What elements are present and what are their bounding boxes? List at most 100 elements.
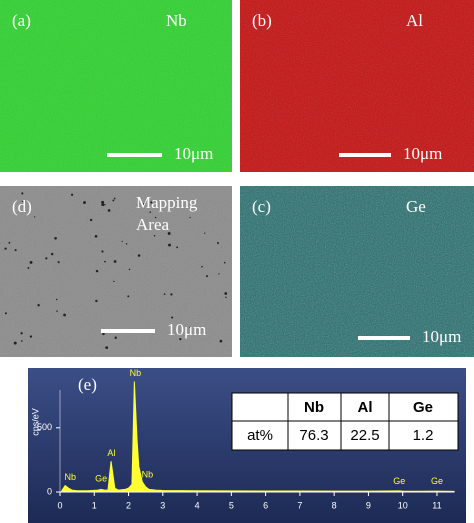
pore <box>112 199 115 202</box>
pore <box>37 304 40 307</box>
element-label: Ge <box>406 197 426 216</box>
scale-bar-label: 10μm <box>422 327 461 346</box>
x-tick-label: 6 <box>263 500 268 510</box>
pore <box>4 247 7 250</box>
pore <box>189 216 191 219</box>
scale-bar-label: 10μm <box>174 144 213 163</box>
x-tick-label: 1 <box>92 500 97 510</box>
pore <box>224 292 228 295</box>
pore <box>121 240 123 242</box>
pore <box>8 241 11 244</box>
pore <box>101 203 105 207</box>
panel-label: (a) <box>12 11 31 30</box>
x-tick-label: 0 <box>57 500 62 510</box>
pore <box>50 252 54 256</box>
pore <box>149 211 152 213</box>
x-tick-label: 3 <box>160 500 165 510</box>
pore <box>21 200 24 202</box>
pore <box>104 204 106 206</box>
panel-label: (c) <box>252 197 271 216</box>
scale-bar <box>339 153 391 157</box>
pore <box>89 218 93 222</box>
pore <box>107 209 111 212</box>
panel-label: (b) <box>252 11 272 30</box>
pore <box>20 332 23 335</box>
pore <box>150 201 153 204</box>
pore <box>128 268 131 271</box>
spectrum-area <box>61 381 455 493</box>
pore <box>4 312 7 315</box>
pore <box>205 275 208 278</box>
peak-label: Ge <box>431 476 443 486</box>
scale-bar-label: 10μm <box>403 144 442 163</box>
pore <box>204 232 206 234</box>
pore <box>95 269 99 273</box>
peak-label: Nb <box>142 470 154 480</box>
peak-label: Ge <box>393 476 405 486</box>
pore <box>113 280 115 283</box>
peak-label: Al <box>107 448 115 458</box>
x-tick-label: 5 <box>229 500 234 510</box>
pore <box>57 261 60 264</box>
pore <box>21 192 24 195</box>
pore <box>154 216 157 219</box>
composition-table: Nb Al Ge at% 76.3 22.5 1.2 <box>231 392 459 451</box>
x-tick-label: 10 <box>398 500 408 510</box>
pore <box>21 340 23 342</box>
pore <box>104 260 106 263</box>
sem-pores <box>4 192 228 350</box>
panel: (c) Ge 10μm <box>252 197 461 346</box>
scale-bar <box>101 329 155 333</box>
pore <box>127 295 130 298</box>
panel: (d) Mapping Area 10μm <box>12 193 206 339</box>
pore <box>83 201 86 204</box>
element-label: Al <box>406 11 423 30</box>
table-cell: 22.5 <box>350 427 379 444</box>
panel: (b) Al 10μm <box>252 11 442 163</box>
pore <box>176 246 179 249</box>
pore <box>70 193 74 196</box>
panel-label: (e) <box>78 375 97 394</box>
table-header: Al <box>358 399 373 416</box>
pore <box>219 339 223 343</box>
pore <box>114 336 117 339</box>
pore <box>113 260 117 263</box>
element-label: Nb <box>166 11 187 30</box>
pore <box>101 250 104 253</box>
y-tick-label: 0 <box>47 486 52 496</box>
peak-label: Ge <box>95 474 107 484</box>
peak-label: Nb <box>65 472 77 482</box>
pore <box>101 200 105 204</box>
pore <box>153 235 156 237</box>
table-header: Ge <box>413 399 433 416</box>
pore <box>168 243 171 247</box>
table-header: Nb <box>304 399 324 416</box>
pore <box>13 341 17 345</box>
table-cell: 76.3 <box>299 427 328 444</box>
pore <box>167 232 171 235</box>
pore <box>27 266 30 269</box>
pore <box>171 316 174 319</box>
pore <box>29 335 33 338</box>
pore <box>94 235 98 238</box>
x-tick-label: 9 <box>366 500 371 510</box>
pore <box>179 338 182 341</box>
pore <box>170 293 173 296</box>
pore <box>225 296 227 299</box>
pore <box>113 197 116 200</box>
pore <box>223 261 226 264</box>
texture <box>240 186 474 357</box>
scale-bar <box>358 336 410 340</box>
texture <box>0 0 474 357</box>
x-tick-label: 11 <box>432 500 441 510</box>
spectrum: (e) cps/eV 0 500 0 1 2 3 4 5 6 7 8 9 10 11 Nb Ge Al Nb Nb Ge G… <box>30 368 455 510</box>
pore <box>189 326 191 329</box>
pore <box>55 298 58 301</box>
pore <box>14 249 17 252</box>
y-axis-label: cps/eV <box>30 408 40 436</box>
table-cell: 1.2 <box>413 427 434 444</box>
element-label: Mapping <box>136 193 198 212</box>
x-tick-label: 8 <box>332 500 337 510</box>
pore <box>201 265 203 268</box>
